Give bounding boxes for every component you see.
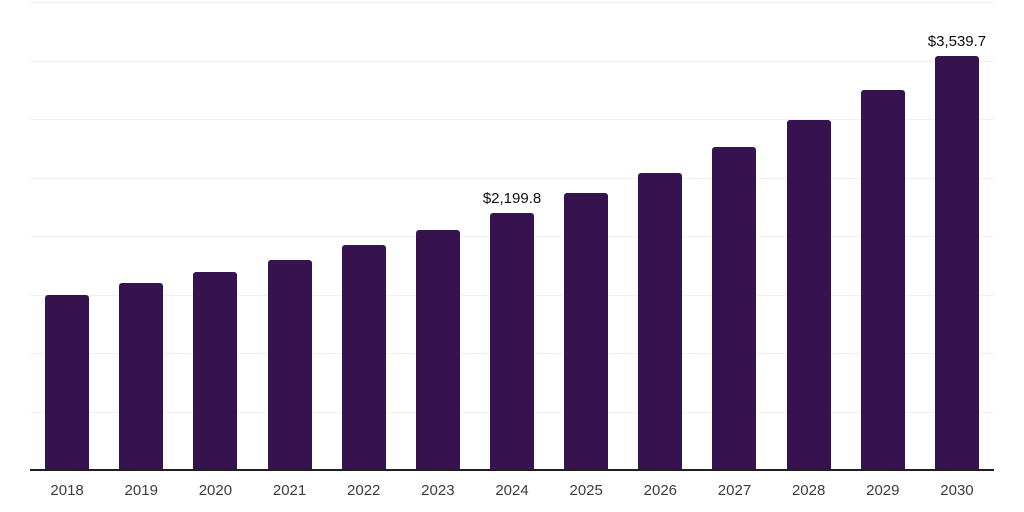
bar-slot-2021 <box>252 2 326 470</box>
x-axis-label-2019: 2019 <box>124 482 158 499</box>
bar-slot-2018 <box>30 2 104 470</box>
bar-2019 <box>119 283 164 470</box>
bar-slot-2020 <box>178 2 252 470</box>
bar-2022 <box>341 245 386 470</box>
x-axis-label-2026: 2026 <box>643 482 678 499</box>
plot-area: $2,199.8 $3,539.7 <box>30 2 994 471</box>
data-label-2030: $3,539.7 <box>927 32 987 50</box>
gridline-3000 <box>30 119 994 120</box>
x-axis-label-2018: 2018 <box>50 482 84 499</box>
bar-slot-2027 <box>697 2 771 470</box>
bar-2023 <box>415 229 460 470</box>
bar-slot-2023 <box>401 2 475 470</box>
bar-2028 <box>786 119 831 470</box>
bar-2027 <box>712 147 757 470</box>
x-axis-labels: 2018 2019 2020 2021 2022 2023 2024 2025 2026 2027… <box>30 481 994 500</box>
bar-2020 <box>193 272 238 470</box>
bar-2030 <box>934 55 979 470</box>
x-axis-label-2022: 2022 <box>347 482 381 499</box>
bar-slot-2029 <box>846 2 920 470</box>
bar-slot-2028 <box>772 2 846 470</box>
x-axis-label-2027: 2027 <box>717 482 752 499</box>
bar-slot-2025 <box>549 2 623 470</box>
x-axis-label-2030: 2030 <box>940 482 974 499</box>
bar-slot-2030: $3,539.7 <box>920 2 994 470</box>
bar-slot-2024: $2,199.8 <box>475 2 549 470</box>
x-axis-label-2024: 2024 <box>495 482 529 499</box>
bar-2021 <box>267 259 312 470</box>
x-axis-label-2025: 2025 <box>569 482 603 499</box>
gridline-2500 <box>30 177 994 179</box>
x-axis-label-2021: 2021 <box>272 482 307 499</box>
gridline-3500 <box>30 60 994 62</box>
bar-slot-2019 <box>104 2 178 470</box>
x-axis-label-2023: 2023 <box>421 482 455 499</box>
x-axis-label-2028: 2028 <box>791 482 826 499</box>
data-label-2024: $2,199.8 <box>482 189 542 207</box>
bar-2026 <box>638 172 683 470</box>
bar-slot-2022 <box>327 2 401 470</box>
bar-2025 <box>564 193 609 470</box>
bar-slot-2026 <box>623 2 697 470</box>
bars-container: $2,199.8 $3,539.7 <box>30 2 994 470</box>
bar-2029 <box>860 89 905 470</box>
x-axis-label-2020: 2020 <box>198 482 233 499</box>
x-axis-line <box>30 469 994 471</box>
bar-2018 <box>45 294 90 470</box>
x-axis-label-2029: 2029 <box>866 482 900 499</box>
gridline-4000 <box>30 2 994 3</box>
bar-2024 <box>490 212 535 470</box>
